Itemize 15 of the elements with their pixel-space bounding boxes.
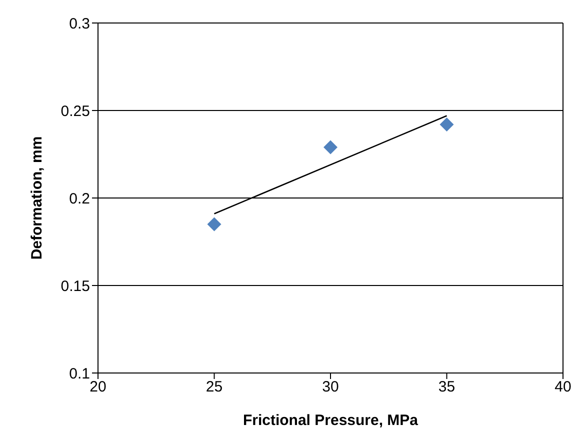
x-axis-title: Frictional Pressure, MPa — [242, 412, 419, 429]
x-tick-label: 20 — [90, 378, 106, 396]
point — [207, 217, 222, 232]
y-tick-label: 0.1 — [69, 365, 90, 382]
y-tick-label: 0.25 — [60, 102, 90, 120]
x-tick-label: 30 — [322, 378, 339, 396]
x-tick-label: 35 — [438, 378, 456, 396]
x-tick-label: 25 — [206, 378, 223, 396]
point — [324, 140, 338, 154]
y-axis-title: Deformation, mm — [28, 136, 46, 260]
y-tick-label: 0.2 — [69, 190, 90, 208]
x-tick-label: 40 — [554, 378, 572, 396]
y-tick-label: 0.15 — [60, 278, 90, 295]
point — [440, 118, 454, 132]
y-tick-label: 0.3 — [69, 15, 90, 32]
